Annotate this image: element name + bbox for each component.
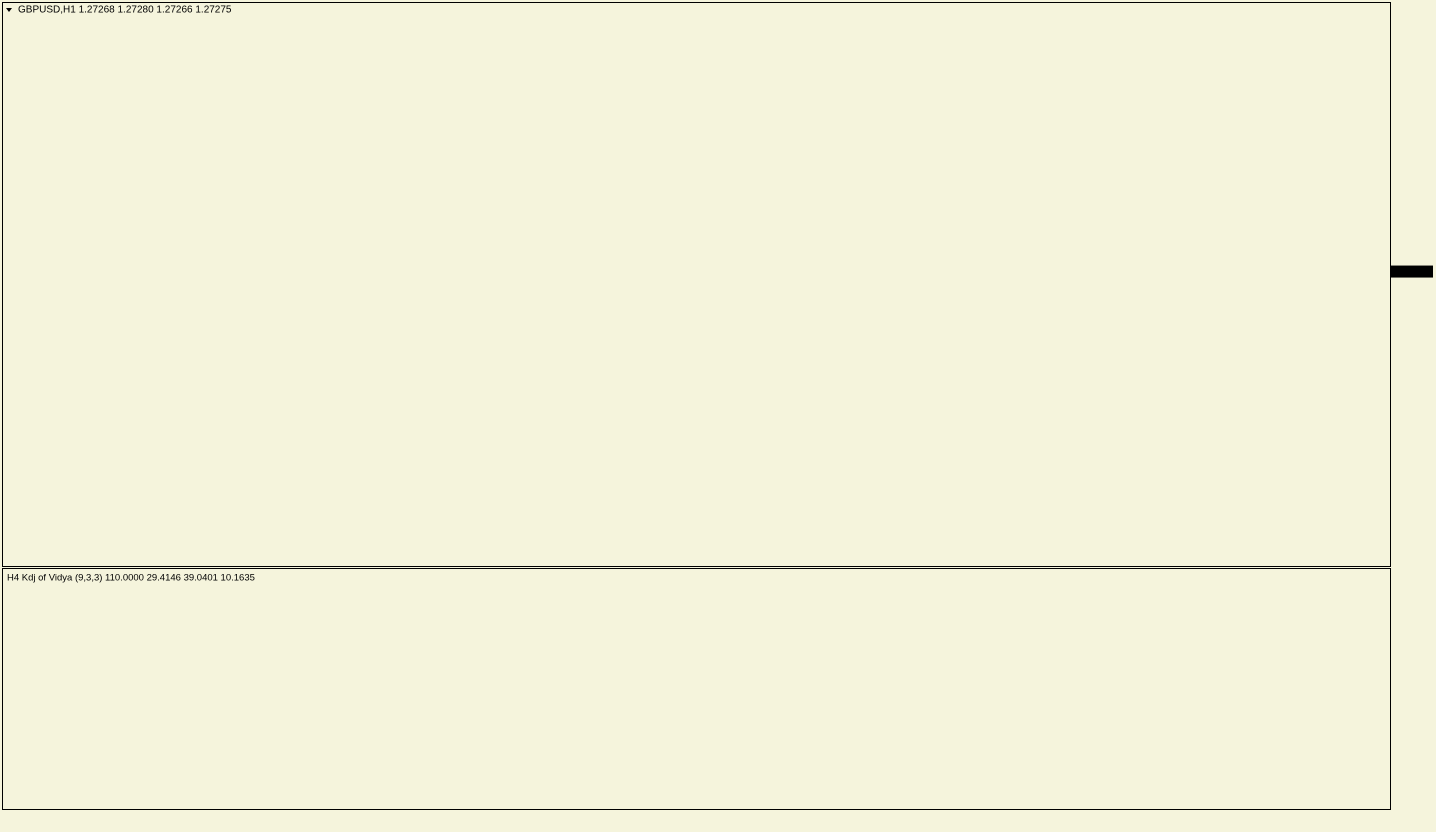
menu-triangle[interactable]	[6, 8, 12, 12]
main-panel-border	[2, 2, 1391, 567]
chart-title: GBPUSD,H1 1.27268 1.27280 1.27266 1.2727…	[18, 5, 232, 16]
last-price-box	[1391, 265, 1433, 278]
indicator-panel-border	[2, 568, 1391, 810]
text-layer: GBPUSD,H1 1.27268 1.27280 1.27266 1.2727…	[6, 5, 1433, 584]
indicator-title: H4 Kdj of Vidya (9,3,3) 110.0000 29.4146…	[7, 573, 255, 584]
